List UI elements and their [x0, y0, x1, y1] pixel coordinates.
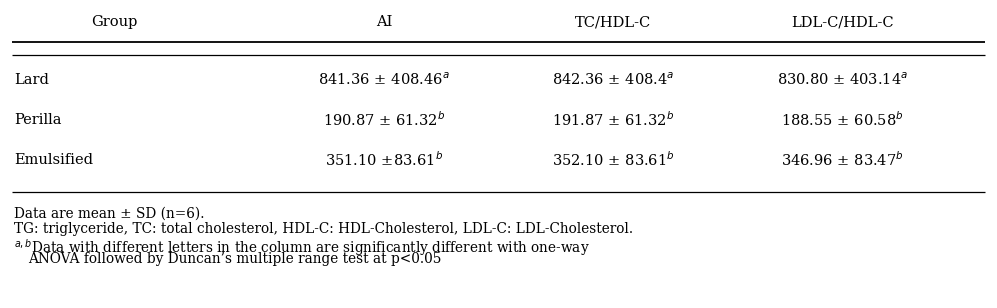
- Text: LDL-C/HDL-C: LDL-C/HDL-C: [792, 15, 893, 29]
- Text: Perilla: Perilla: [14, 113, 62, 127]
- Text: Data are mean ± SD (n=6).: Data are mean ± SD (n=6).: [14, 207, 204, 221]
- Text: ANOVA followed by Duncan’s multiple range test at p<0.05: ANOVA followed by Duncan’s multiple rang…: [28, 252, 442, 266]
- Text: TC/HDL-C: TC/HDL-C: [575, 15, 651, 29]
- Text: Group: Group: [92, 15, 138, 29]
- Text: 191.87 ± 61.32$^{b}$: 191.87 ± 61.32$^{b}$: [552, 111, 674, 129]
- Text: 842.36 ± 408.4$^{a}$: 842.36 ± 408.4$^{a}$: [552, 72, 674, 88]
- Text: 351.10 ±83.61$^{b}$: 351.10 ±83.61$^{b}$: [325, 151, 443, 169]
- Text: $^{a,b}$Data with different letters in the column are significantly different wi: $^{a,b}$Data with different letters in t…: [14, 237, 590, 258]
- Text: 346.96 ± 83.47$^{b}$: 346.96 ± 83.47$^{b}$: [781, 151, 904, 169]
- Text: 188.55 ± 60.58$^{b}$: 188.55 ± 60.58$^{b}$: [781, 111, 904, 129]
- Text: Lard: Lard: [14, 73, 49, 87]
- Text: 830.80 ± 403.14$^{a}$: 830.80 ± 403.14$^{a}$: [777, 72, 908, 88]
- Text: TG: triglyceride, TC: total cholesterol, HDL-C: HDL-Cholesterol, LDL-C: LDL-Chol: TG: triglyceride, TC: total cholesterol,…: [14, 222, 633, 236]
- Text: 841.36 ± 408.46$^{a}$: 841.36 ± 408.46$^{a}$: [318, 72, 450, 88]
- Text: 352.10 ± 83.61$^{b}$: 352.10 ± 83.61$^{b}$: [551, 151, 675, 169]
- Text: Emulsified: Emulsified: [14, 153, 93, 167]
- Text: 190.87 ± 61.32$^{b}$: 190.87 ± 61.32$^{b}$: [323, 111, 445, 129]
- Text: AI: AI: [376, 15, 392, 29]
